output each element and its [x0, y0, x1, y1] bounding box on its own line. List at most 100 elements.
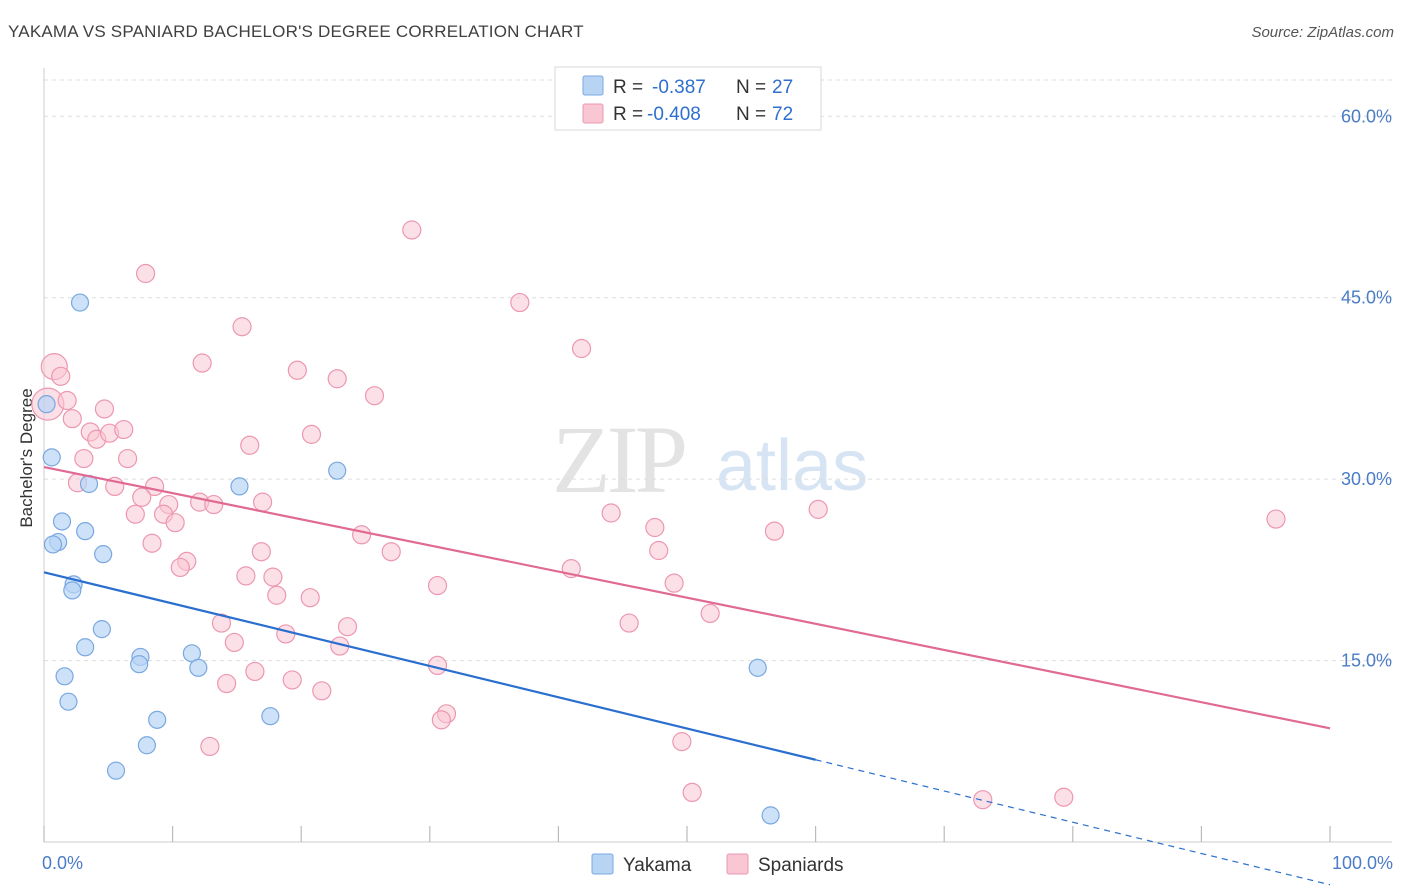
yakama-point	[37, 395, 56, 414]
yakama-point	[761, 806, 780, 825]
y-tick-label-30: 30.0%	[1341, 469, 1392, 489]
y-tick-label-15: 15.0%	[1341, 651, 1392, 671]
yakama-point	[42, 448, 61, 467]
legend-n-label-yakama: N =	[736, 77, 766, 98]
spaniard-point	[267, 585, 287, 605]
source-credit: Source: ZipAtlas.com	[1251, 24, 1394, 41]
spaniard-point	[431, 710, 451, 730]
spaniard-point	[764, 521, 785, 541]
spaniard-point	[132, 487, 152, 507]
spaniard-point	[117, 448, 138, 469]
spaniard-point	[94, 399, 115, 419]
spaniard-point	[1266, 509, 1286, 529]
x-tick-label-100: 100.0%	[1332, 853, 1393, 873]
spaniard-point	[142, 533, 162, 553]
yakama-point	[261, 707, 280, 726]
spaniard-point	[253, 492, 273, 512]
spaniard-point	[664, 573, 684, 593]
spaniard-point	[301, 424, 322, 444]
spaniard-point	[170, 557, 190, 578]
spaniard-point	[57, 390, 77, 411]
legend-n-label-spaniard: N =	[736, 104, 766, 125]
yakama-point	[43, 535, 63, 554]
legend-r-value-yakama: -0.387	[652, 77, 706, 98]
legend-r-value-spaniard: -0.408	[647, 104, 701, 125]
spaniard-point	[240, 435, 260, 455]
spaniard-point	[74, 448, 94, 469]
y-tick-label-45: 45.0%	[1341, 288, 1392, 308]
spaniard-point	[700, 603, 720, 624]
spaniard-point	[200, 736, 220, 757]
spaniard-point	[276, 624, 296, 644]
spaniard-point	[224, 632, 244, 653]
spaniard-point	[51, 366, 71, 386]
yakama-point	[76, 522, 95, 541]
spaniard-point	[571, 338, 592, 359]
yakama-point	[137, 736, 156, 755]
yakama-point	[55, 667, 74, 686]
spaniard-point	[601, 503, 621, 523]
spaniard-point	[236, 566, 256, 586]
yakama-point	[748, 658, 767, 677]
yakama-point	[130, 655, 149, 674]
spaniard-point	[510, 292, 530, 313]
spaniard-point	[62, 409, 82, 429]
spaniard-point	[232, 317, 252, 337]
spaniard-point	[165, 513, 185, 533]
chart-title: YAKAMA VS SPANIARD BACHELOR'S DEGREE COR…	[8, 22, 584, 41]
yakama-point	[148, 710, 167, 729]
legend-r-label-yakama: R =	[613, 77, 643, 98]
spaniard-point	[114, 419, 134, 440]
yakama-point	[63, 581, 82, 600]
spaniard-point	[337, 617, 358, 637]
spaniard-point	[204, 494, 224, 515]
yakama-point	[189, 658, 208, 677]
legend-swatch-spaniard	[582, 103, 604, 124]
watermark: ZIP atlas	[552, 406, 868, 513]
spaniard-trend-line	[43, 465, 1331, 730]
spaniard-point	[427, 575, 448, 596]
spaniard-point	[364, 386, 385, 406]
legend-n-value-yakama: 27	[772, 77, 793, 98]
yakama-point	[52, 512, 72, 531]
yakama-trend-extension	[815, 759, 1331, 886]
y-axis-label: Bachelor's Degree	[17, 388, 36, 527]
legend-n-value-spaniard: 72	[772, 104, 793, 125]
spaniard-point	[808, 499, 828, 519]
y-tick-label-60: 60.0%	[1341, 106, 1392, 126]
spaniard-point	[1054, 787, 1074, 807]
spaniard-point	[352, 525, 372, 545]
legend: R = -0.387 N = 27 R = -0.408 N = 72	[554, 66, 822, 131]
spaniard-point	[300, 588, 320, 608]
spaniard-point	[645, 517, 665, 538]
spaniard-point	[619, 613, 639, 633]
bottom-legend-label-spaniards: Spaniards	[758, 855, 844, 876]
spaniard-point	[245, 661, 265, 682]
yakama-point	[94, 545, 113, 564]
spaniard-point	[287, 360, 307, 380]
watermark-atlas: atlas	[716, 426, 868, 506]
x-tick-labels: 0.0% 100.0%	[42, 853, 1393, 873]
y-tick-labels: 15.0% 30.0% 45.0% 60.0%	[1341, 106, 1392, 670]
spaniard-point	[251, 542, 271, 562]
yakama-point	[230, 477, 249, 496]
legend-r-label-spaniard: R =	[613, 104, 643, 125]
trend-lines	[43, 465, 1331, 886]
spaniard-point	[973, 790, 993, 810]
watermark-zip: ZIP	[552, 406, 685, 513]
spaniard-point	[135, 263, 156, 284]
spaniard-point	[682, 782, 702, 803]
spaniard-point	[192, 353, 212, 373]
spaniard-point	[402, 220, 422, 240]
spaniard-point	[381, 542, 401, 562]
spaniard-point	[282, 670, 302, 690]
spaniard-point	[217, 673, 237, 694]
bottom-legend-swatch-yakama	[591, 853, 614, 875]
bottom-legend-label-yakama: Yakama	[623, 855, 692, 876]
x-tick-label-0: 0.0%	[42, 853, 83, 873]
bottom-legend: Yakama Spaniards	[591, 853, 844, 876]
yakama-point	[70, 293, 90, 312]
spaniard-point	[312, 681, 332, 701]
spaniard-point	[263, 567, 283, 587]
